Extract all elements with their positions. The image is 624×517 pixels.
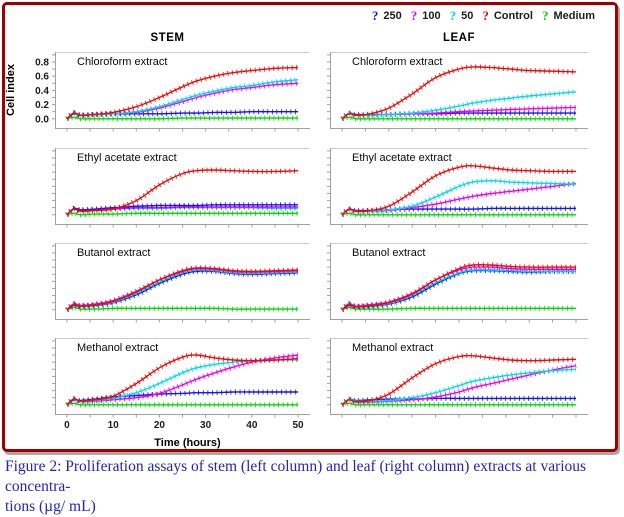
series-line-control xyxy=(66,169,299,216)
series-marker-icon: ? xyxy=(410,8,418,23)
legend-item-250: ? 250 xyxy=(372,9,402,22)
subplot-title-butanol-extract: Butanol extract xyxy=(77,247,151,259)
subplot-leaf-chloroform-extract xyxy=(327,52,588,132)
legend-label: Medium xyxy=(553,9,595,22)
y-tick-label: 0.8 xyxy=(35,57,49,68)
subplot-title-ethyl-acetate-extract: Ethyl acetate extract xyxy=(352,152,452,164)
legend-item-100: ? 100 xyxy=(411,9,441,22)
x-axis-label: Time (hours) xyxy=(154,437,221,449)
series-line-control xyxy=(66,267,299,311)
column-header-leaf: LEAF xyxy=(442,32,476,44)
caption-line-1: Figure 2: Proliferation assays of stem (… xyxy=(5,458,587,495)
series-marker-icon: ? xyxy=(371,8,379,23)
series-line-medium xyxy=(341,116,576,120)
series-line-medium xyxy=(66,212,299,216)
chart-legend: ? 250? 100? 50? Control? Medium xyxy=(372,9,595,22)
subplot-leaf-ethyl-acetate-extract xyxy=(327,148,588,228)
series-line-medium xyxy=(66,402,299,406)
series-line-medium xyxy=(341,306,576,311)
legend-label: 50 xyxy=(461,9,474,22)
series-line-medium xyxy=(341,402,576,406)
series-line-medium xyxy=(66,306,299,311)
series-line-control xyxy=(341,354,577,406)
figure-panel: ? 250? 100? 50? Control? Medium STEM LEAF Cel… xyxy=(2,2,618,452)
y-axis-label: Cell index xyxy=(5,64,17,116)
series-errorbars-control xyxy=(65,352,299,407)
x-tick-label: 0 xyxy=(64,420,70,431)
y-tick-label: 0.2 xyxy=(35,100,49,111)
x-tick-label: 50 xyxy=(293,420,305,431)
legend-item-50: ? 50 xyxy=(450,9,474,22)
subplot-title-methanol-extract: Methanol extract xyxy=(352,342,434,354)
subplot-stem-methanol-extract: 0 10 20 30 40 50 xyxy=(52,338,310,431)
series-line-250 xyxy=(341,207,576,216)
y-tick-label: 0.0 xyxy=(35,114,49,125)
caption-line-2: tions (µg/ mL) xyxy=(5,498,96,515)
subplot-stem-ethyl-acetate-extract xyxy=(52,148,310,228)
x-tick-label: 20 xyxy=(154,420,166,431)
subplot-stem-chloroform-extract: 0.0 0.2 0.4 0.6 0.8 xyxy=(35,52,310,132)
figure-caption: Figure 2: Proliferation assays of stem (… xyxy=(5,457,621,517)
series-errorbars-control xyxy=(340,163,577,217)
series-line-control xyxy=(66,354,299,406)
x-tick-label: 40 xyxy=(246,420,258,431)
series-line-250 xyxy=(66,204,299,216)
column-header-stem: STEM xyxy=(150,32,185,44)
legend-label: Control xyxy=(493,9,533,22)
subplot-leaf-methanol-extract xyxy=(327,338,588,418)
subplot-title-chloroform-extract: Chloroform extract xyxy=(77,56,168,68)
series-line-control xyxy=(341,263,576,311)
x-tick-label: 30 xyxy=(200,420,212,431)
legend-label: 100 xyxy=(422,9,441,22)
subplot-title-butanol-extract: Butanol extract xyxy=(352,247,426,259)
series-line-control xyxy=(341,164,577,216)
series-marker-icon: ? xyxy=(449,8,457,23)
y-tick-label: 0.6 xyxy=(35,72,49,83)
series-marker-icon: ? xyxy=(482,8,489,23)
series-line-medium xyxy=(66,116,299,120)
subplot-leaf-butanol-extract xyxy=(327,243,588,323)
subplot-stem-butanol-extract xyxy=(52,243,310,323)
legend-item-medium: ? Medium xyxy=(542,9,595,22)
legend-label: 250 xyxy=(383,9,402,22)
legend-item-control: ? Control xyxy=(482,9,533,22)
page: { "figure": { "caption_lines": [ "Figure… xyxy=(2,2,618,515)
series-line-medium xyxy=(341,212,576,216)
series-line-control xyxy=(341,66,577,120)
subplot-title-methanol-extract: Methanol extract xyxy=(77,342,159,354)
y-tick-label: 0.4 xyxy=(35,86,49,97)
x-tick-label: 10 xyxy=(108,420,120,431)
series-marker-icon: ? xyxy=(541,8,549,23)
subplot-title-ethyl-acetate-extract: Ethyl acetate extract xyxy=(77,152,177,164)
series-line-250 xyxy=(341,397,576,406)
series-line-250 xyxy=(66,391,299,406)
series-line-control xyxy=(66,66,299,120)
subplot-title-chloroform-extract: Chloroform extract xyxy=(352,56,443,68)
